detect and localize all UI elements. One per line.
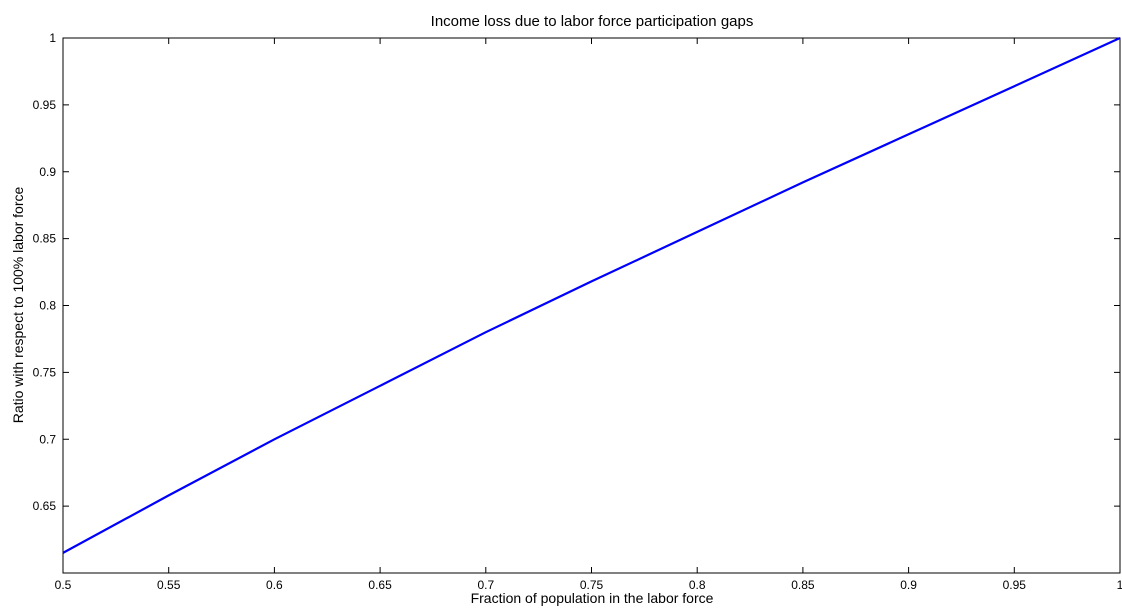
x-tick-label: 0.65 — [368, 578, 392, 592]
y-tick-label: 0.75 — [33, 365, 57, 379]
y-tick-label: 0.7 — [39, 432, 56, 446]
x-tick-label: 0.85 — [791, 578, 815, 592]
x-tick-label: 0.6 — [266, 578, 283, 592]
x-tick-label: 0.7 — [477, 578, 494, 592]
x-tick-label: 0.5 — [55, 578, 72, 592]
y-tick-label: 0.95 — [33, 98, 57, 112]
y-tick-label: 1 — [49, 31, 56, 45]
x-tick-label: 0.8 — [689, 578, 706, 592]
y-axis-label: Ratio with respect to 100% labor force — [10, 187, 26, 424]
x-tick-label: 0.9 — [900, 578, 917, 592]
y-tick-label: 0.65 — [33, 499, 57, 513]
x-tick-label: 0.95 — [1003, 578, 1027, 592]
y-tick-label: 0.85 — [33, 232, 57, 246]
chart-title: Income loss due to labor force participa… — [431, 13, 754, 30]
x-tick-label: 1 — [1117, 578, 1122, 592]
y-tick-label: 0.9 — [39, 165, 56, 179]
y-tick-label: 0.8 — [39, 299, 56, 313]
series-line — [62, 36, 1121, 554]
x-tick-label: 0.55 — [157, 578, 181, 592]
x-axis-label: Fraction of population in the labor forc… — [471, 590, 714, 606]
x-tick-label: 0.75 — [580, 578, 604, 592]
series-layer — [62, 36, 1121, 554]
y-axis: 0.65 0.7 0.75 0.8 0.85 0.9 0.95 1 — [33, 31, 1120, 513]
plot-area — [62, 37, 1121, 574]
x-axis: 0.5 0.55 0.6 0.65 0.7 0.75 0.8 0.85 0.9 0.95 1 — [55, 38, 1122, 592]
